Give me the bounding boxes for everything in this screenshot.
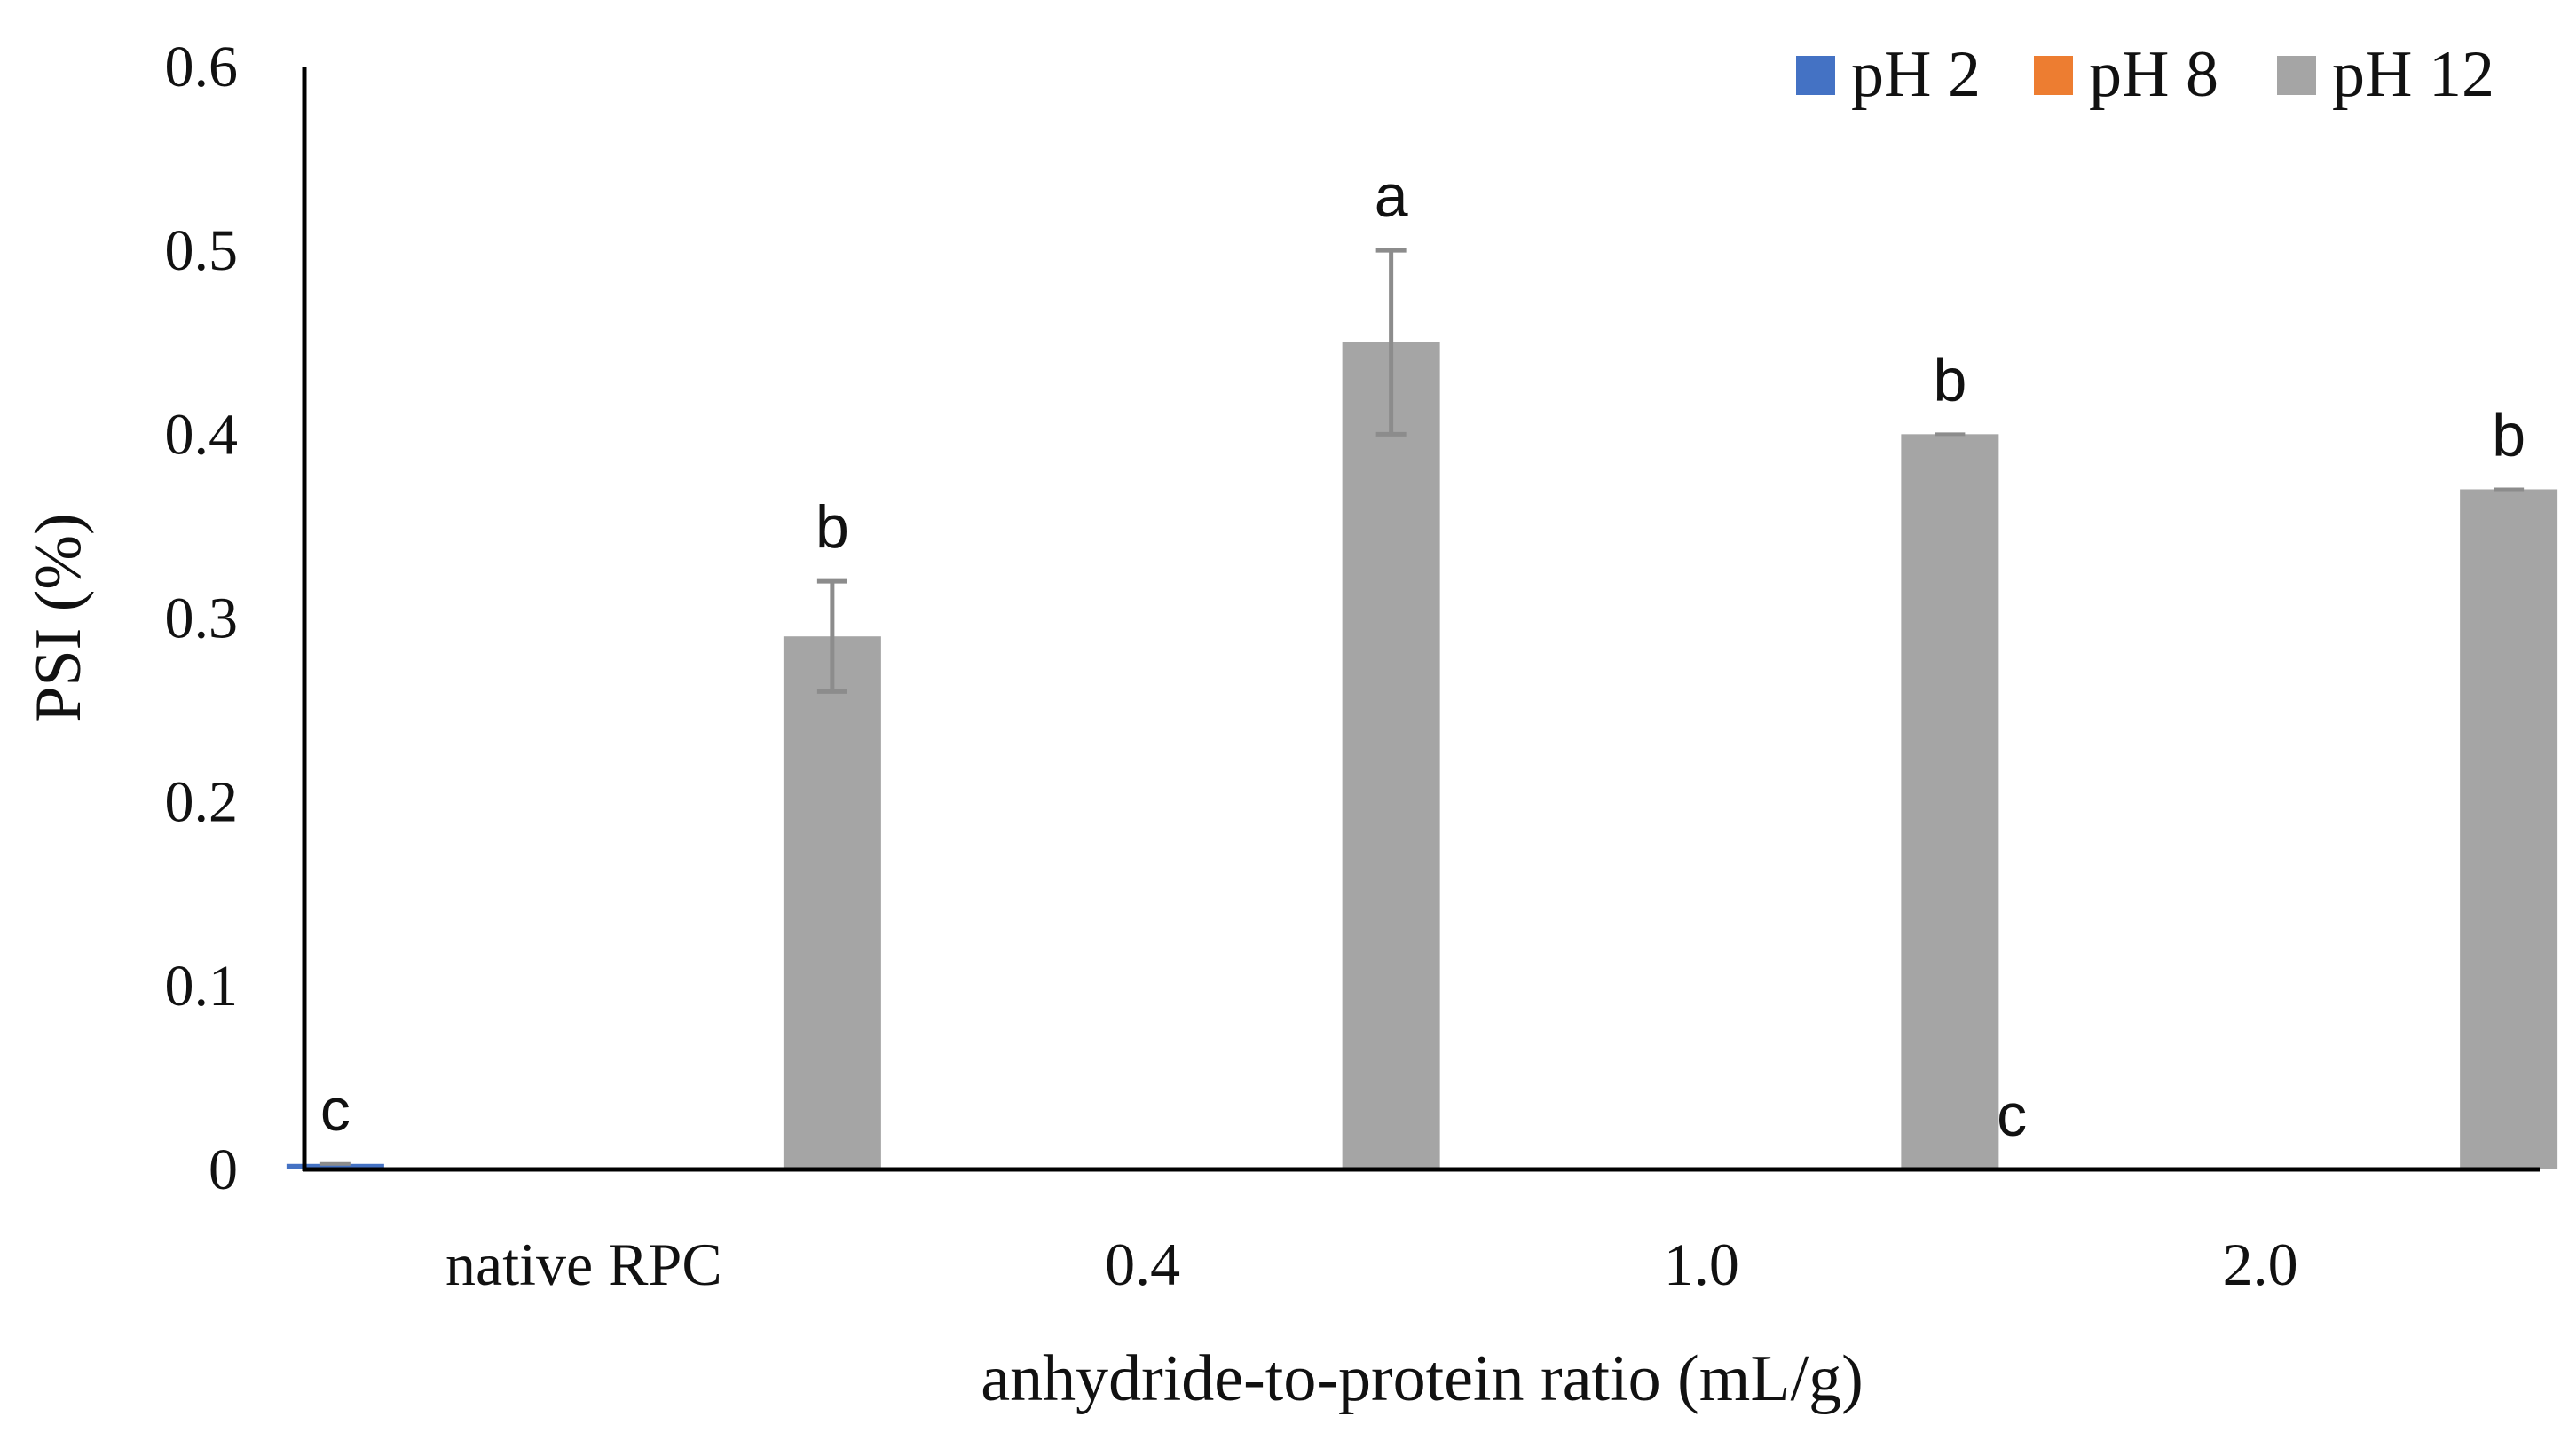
bars [286, 342, 2558, 1169]
y-tick-label-0: 0 [209, 1137, 238, 1202]
legend-swatch-ph-2 [1796, 56, 1835, 95]
x-tick-label-1-0: 1.0 [1664, 1231, 1739, 1298]
legend-swatch-ph-8 [2034, 56, 2073, 95]
bar-ph-12-2-0 [2460, 489, 2558, 1169]
y-tick-label-1: 0.1 [165, 954, 239, 1019]
x-axis-categories: native RPC 0.4 1.0 2.0 [445, 1231, 2298, 1298]
significance-label-ph-12-native-rpc: b [816, 493, 849, 561]
bar-ph-12-native-rpc [783, 636, 881, 1169]
significance-label-ph-12-1-0: b [1933, 346, 1966, 413]
x-tick-label-2-0: 2.0 [2223, 1231, 2298, 1298]
y-tick-label-3: 0.3 [165, 586, 239, 651]
significance-label-ph-12-2-0: b [2492, 401, 2526, 468]
y-tick-label-4: 0.4 [165, 402, 239, 467]
y-tick-label-5: 0.5 [165, 218, 239, 283]
y-axis-title: PSI (%) [22, 513, 95, 722]
y-axis-ticks: 0 0.1 0.2 0.3 0.4 0.5 0.6 [165, 35, 239, 1202]
x-tick-label-0-4: 0.4 [1105, 1231, 1180, 1298]
legend-label-ph-2: pH 2 [1851, 38, 1981, 111]
x-tick-label-native-rpc: native RPC [445, 1231, 722, 1298]
significance-label-ph-2-2-0: c [1997, 1082, 2027, 1149]
significance-labels: c c b a b b [320, 162, 2526, 1149]
significance-label-ph-12-0-4: a [1375, 162, 1408, 230]
y-tick-label-2: 0.2 [165, 770, 239, 835]
bar-ph-12-1-0 [1901, 434, 1999, 1169]
error-bars [319, 248, 2525, 1166]
bar-ph-2-native-rpc [286, 1163, 384, 1169]
x-axis-title: anhydride-to-protein ratio (mL/g) [981, 1342, 1864, 1415]
bar-ph-12-0-4 [1342, 342, 1440, 1169]
legend-swatch-ph-12 [2277, 56, 2316, 95]
legend: pH 2 pH 8 pH 12 [1796, 38, 2494, 111]
legend-label-ph-12: pH 12 [2332, 38, 2494, 111]
y-tick-label-6: 0.6 [165, 35, 239, 99]
significance-label-ph-2-native-rpc: c [320, 1076, 351, 1144]
legend-label-ph-8: pH 8 [2089, 38, 2218, 111]
